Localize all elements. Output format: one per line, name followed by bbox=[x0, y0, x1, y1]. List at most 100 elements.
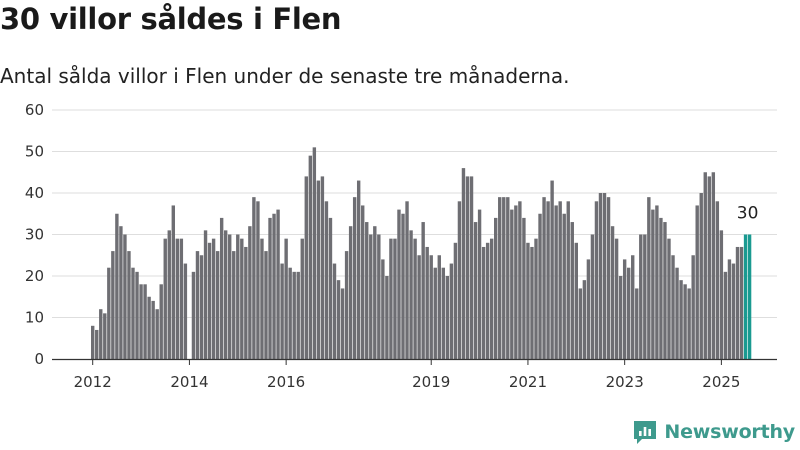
bar bbox=[570, 222, 574, 359]
bar bbox=[264, 251, 268, 359]
x-tick-label: 2025 bbox=[702, 373, 740, 391]
page-title: 30 villor såldes i Flen bbox=[0, 2, 342, 36]
bar bbox=[433, 267, 437, 359]
bar bbox=[348, 226, 353, 359]
bar bbox=[159, 284, 163, 359]
bar bbox=[622, 259, 627, 359]
bar bbox=[256, 201, 260, 359]
bar bbox=[421, 222, 425, 359]
bar bbox=[409, 230, 413, 359]
bar bbox=[167, 230, 171, 359]
bar bbox=[123, 234, 127, 359]
bar bbox=[151, 300, 155, 359]
bar bbox=[425, 246, 429, 359]
bar bbox=[651, 209, 655, 359]
bar-chart-icon bbox=[634, 421, 657, 444]
bar bbox=[203, 230, 208, 359]
bar bbox=[667, 238, 671, 359]
bar bbox=[711, 172, 716, 359]
bar bbox=[336, 280, 341, 359]
y-tick-label: 10 bbox=[25, 309, 44, 327]
bar bbox=[183, 263, 188, 359]
bar bbox=[489, 238, 494, 359]
bar bbox=[393, 238, 397, 359]
bar bbox=[626, 267, 631, 359]
bar bbox=[534, 238, 538, 359]
bar bbox=[405, 201, 409, 359]
bar bbox=[385, 276, 389, 359]
bar bbox=[244, 246, 248, 359]
bar bbox=[526, 242, 530, 359]
bar bbox=[522, 217, 526, 359]
bar bbox=[445, 276, 450, 359]
bar bbox=[481, 246, 486, 359]
bar bbox=[582, 280, 587, 359]
bar bbox=[659, 217, 663, 359]
bar bbox=[699, 193, 703, 359]
bar bbox=[232, 251, 236, 359]
bar bbox=[228, 234, 232, 359]
bar bbox=[631, 255, 635, 359]
bar bbox=[679, 280, 683, 359]
bar bbox=[276, 209, 280, 359]
x-tick-label: 2019 bbox=[412, 373, 450, 391]
y-tick-label: 50 bbox=[25, 143, 44, 161]
bar bbox=[655, 205, 659, 359]
bar bbox=[356, 180, 361, 359]
bar bbox=[272, 213, 276, 359]
bar bbox=[530, 246, 534, 359]
bar bbox=[139, 284, 143, 359]
bar bbox=[453, 242, 458, 359]
bar bbox=[175, 238, 180, 359]
x-tick-label: 2023 bbox=[606, 373, 644, 391]
bar bbox=[248, 226, 252, 359]
bar bbox=[207, 242, 212, 359]
bar bbox=[324, 201, 329, 359]
bar bbox=[723, 271, 728, 359]
bar bbox=[429, 255, 433, 359]
bar bbox=[268, 217, 272, 359]
bar bbox=[610, 226, 615, 359]
bar bbox=[344, 251, 349, 359]
bar bbox=[473, 222, 478, 359]
bar bbox=[514, 205, 518, 359]
x-tick-label: 2016 bbox=[267, 373, 305, 391]
bar bbox=[312, 147, 317, 359]
bar bbox=[111, 251, 115, 359]
bar bbox=[340, 288, 345, 359]
bar bbox=[211, 238, 216, 359]
bar bbox=[546, 201, 550, 359]
x-tick-label: 2021 bbox=[509, 373, 547, 391]
bar bbox=[449, 263, 454, 359]
bar bbox=[171, 205, 175, 359]
bar bbox=[103, 313, 107, 359]
y-tick-label: 20 bbox=[25, 267, 44, 285]
bar bbox=[300, 238, 304, 359]
bar bbox=[304, 176, 308, 359]
y-tick-label: 60 bbox=[25, 101, 44, 119]
bar bbox=[727, 259, 732, 359]
bar bbox=[594, 201, 599, 359]
bar bbox=[502, 197, 506, 359]
bar bbox=[91, 325, 95, 359]
bar bbox=[292, 271, 296, 359]
bar bbox=[377, 234, 381, 359]
bar bbox=[643, 234, 647, 359]
bar bbox=[127, 251, 131, 359]
bar bbox=[240, 238, 244, 359]
bar bbox=[550, 180, 554, 359]
logo-text: Newsworthy bbox=[664, 421, 795, 443]
bar bbox=[469, 176, 474, 359]
bar bbox=[332, 263, 337, 359]
bar bbox=[107, 267, 111, 359]
bar bbox=[465, 176, 470, 359]
bar bbox=[437, 255, 441, 359]
bar bbox=[498, 197, 502, 359]
bar bbox=[147, 296, 151, 359]
bar bbox=[252, 197, 256, 359]
bar bbox=[179, 238, 184, 359]
bar bbox=[95, 329, 99, 359]
bar bbox=[598, 193, 603, 359]
bar bbox=[288, 267, 292, 359]
bar bbox=[365, 222, 369, 359]
